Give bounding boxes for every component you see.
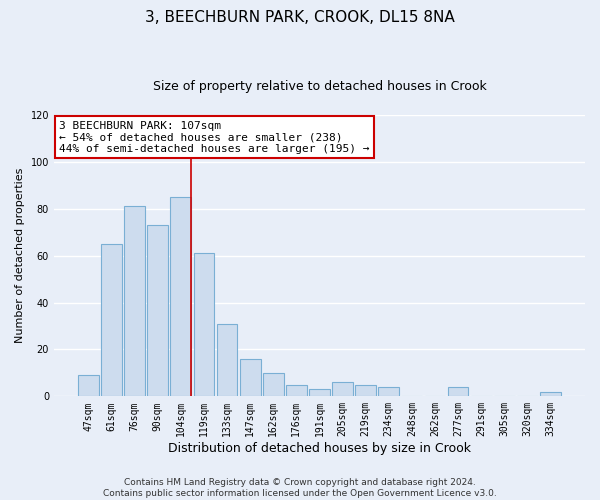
Bar [332, 382, 353, 396]
Bar [148, 225, 168, 396]
Bar [124, 206, 145, 396]
Text: 3 BEECHBURN PARK: 107sqm
← 54% of detached houses are smaller (238)
44% of semi-: 3 BEECHBURN PARK: 107sqm ← 54% of detach… [59, 120, 370, 154]
Bar [240, 359, 260, 397]
Bar [540, 392, 561, 396]
Bar [263, 373, 284, 396]
Y-axis label: Number of detached properties: Number of detached properties [15, 168, 25, 344]
X-axis label: Distribution of detached houses by size in Crook: Distribution of detached houses by size … [168, 442, 471, 455]
Bar [78, 375, 99, 396]
Bar [448, 387, 469, 396]
Bar [286, 384, 307, 396]
Bar [379, 387, 399, 396]
Bar [170, 197, 191, 396]
Text: 3, BEECHBURN PARK, CROOK, DL15 8NA: 3, BEECHBURN PARK, CROOK, DL15 8NA [145, 10, 455, 25]
Bar [355, 384, 376, 396]
Text: Contains HM Land Registry data © Crown copyright and database right 2024.
Contai: Contains HM Land Registry data © Crown c… [103, 478, 497, 498]
Bar [217, 324, 238, 396]
Title: Size of property relative to detached houses in Crook: Size of property relative to detached ho… [152, 80, 487, 93]
Bar [194, 254, 214, 396]
Bar [309, 390, 330, 396]
Bar [101, 244, 122, 396]
